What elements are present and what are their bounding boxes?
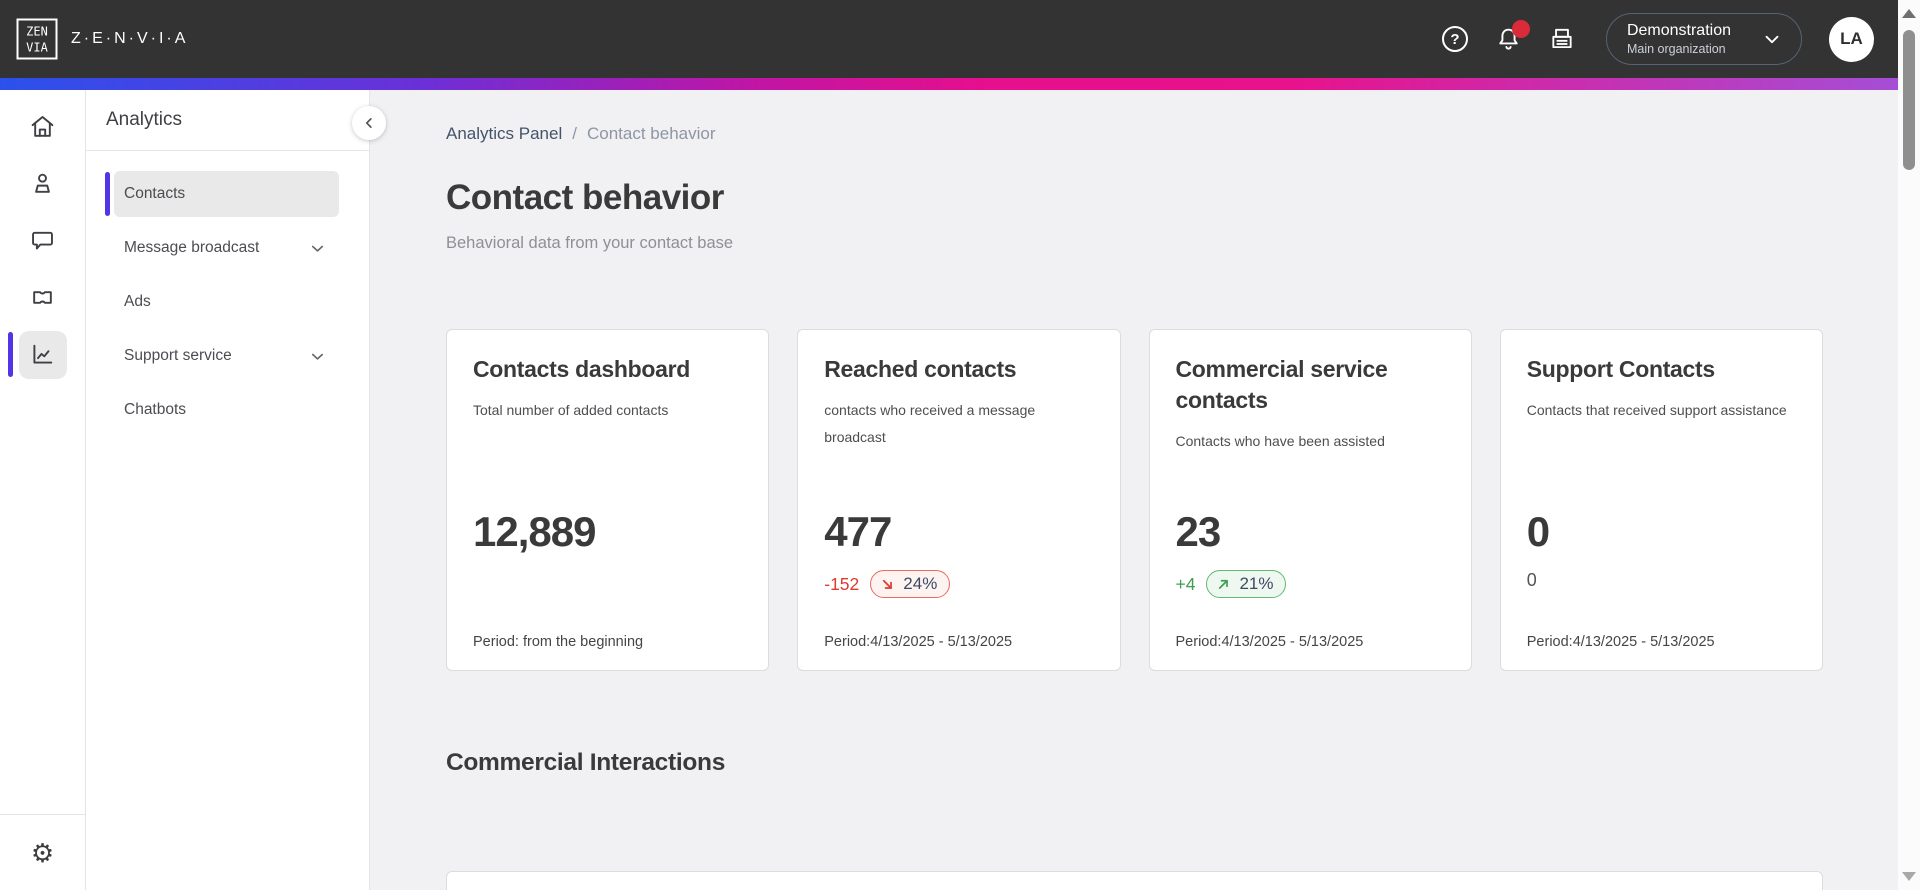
- kpi-cards-row: Contacts dashboard Total number of added…: [446, 329, 1823, 671]
- card-delta-row: -152 24%: [824, 570, 951, 598]
- organization-detail: Main organization: [1626, 41, 1726, 56]
- main-content: Analytics Panel / Contact behavior Conta…: [370, 90, 1898, 890]
- page-subtitle: Behavioral data from your contact base: [446, 234, 734, 252]
- printer-icon: [1549, 26, 1575, 52]
- card-title: Commercial service contacts: [1175, 356, 1388, 414]
- menu-item-label: Chatbots: [124, 401, 187, 418]
- trend-badge-up: 21%: [1206, 570, 1287, 598]
- card-title: Support Contacts: [1526, 356, 1715, 382]
- organization-selector[interactable]: Demonstration Main organization: [1605, 12, 1802, 66]
- card-period: Period:4/13/2025 - 5/13/2025: [824, 634, 1013, 650]
- nav-rail: ⚙: [0, 90, 86, 890]
- card-support-contacts[interactable]: Support Contacts Contacts that received …: [1499, 329, 1823, 671]
- settings-gear-icon[interactable]: ⚙: [30, 837, 55, 868]
- delta-value: -152: [824, 573, 860, 594]
- delta-value: +4: [1175, 573, 1196, 594]
- line-chart-icon: [29, 341, 56, 368]
- page-title: Contact behavior: [446, 178, 724, 217]
- rail-bottom-section: ⚙: [0, 814, 85, 890]
- brand-wordmark: Z·E·N·V·I·A: [71, 30, 189, 47]
- page-scrollbar[interactable]: [1898, 0, 1920, 890]
- rail-item-analytics[interactable]: [0, 326, 86, 383]
- sidebar-item-ads[interactable]: Ads: [114, 279, 339, 325]
- sidebar-title: Analytics: [86, 90, 369, 151]
- card-title: Contacts dashboard: [473, 356, 690, 382]
- menu-item-label: Ads: [124, 293, 151, 310]
- scrollbar-down-arrow[interactable]: [1902, 872, 1916, 881]
- rail-item-home[interactable]: [0, 98, 86, 155]
- trend-up-icon: [1216, 577, 1231, 592]
- chevron-down-icon: [1761, 28, 1783, 50]
- breadcrumb-analytics-panel[interactable]: Analytics Panel: [446, 124, 563, 143]
- menu-item-label: Message broadcast: [124, 239, 260, 256]
- sidebar-item-chatbots[interactable]: Chatbots: [114, 387, 339, 433]
- organization-name: Demonstration: [1626, 21, 1731, 39]
- sidebar-item-message-broadcast[interactable]: Message broadcast: [114, 225, 339, 271]
- chevron-left-icon: [360, 114, 378, 132]
- delta-value: 0: [1526, 570, 1537, 590]
- card-value: 12,889: [473, 508, 596, 555]
- scrollbar-up-arrow[interactable]: [1902, 9, 1916, 18]
- chevron-down-icon: [308, 239, 327, 258]
- breadcrumb: Analytics Panel / Contact behavior: [446, 124, 1823, 144]
- help-icon: ?: [1441, 26, 1468, 52]
- card-period: Period:4/13/2025 - 5/13/2025: [1175, 634, 1364, 650]
- menu-item-label: Support service: [124, 347, 232, 364]
- analytics-sidebar: Analytics Contacts Message broadcast Ads: [86, 90, 386, 890]
- chevron-down-icon: [308, 347, 327, 366]
- breadcrumb-current: Contact behavior: [586, 124, 716, 143]
- trend-badge-down: 24%: [870, 570, 951, 598]
- rail-item-tickets[interactable]: [0, 269, 86, 326]
- ticket-icon: [29, 284, 56, 311]
- card-description: Contacts that received support assistanc…: [1526, 402, 1787, 419]
- card-description: contacts who received a message broadcas…: [824, 402, 1036, 446]
- person-icon: [29, 170, 56, 197]
- card-description: Total number of added contacts: [473, 402, 669, 419]
- zenvia-logo[interactable]: ZEN VIA Z·E·N·V·I·A: [16, 18, 188, 60]
- card-value: 23: [1175, 508, 1222, 555]
- print-button[interactable]: [1549, 26, 1575, 52]
- breadcrumb-separator: /: [572, 124, 577, 143]
- svg-text:VIA: VIA: [26, 41, 48, 55]
- sidebar-collapse-button[interactable]: [352, 106, 386, 140]
- card-commercial-service-contacts[interactable]: Commercial service contacts Contacts who…: [1148, 329, 1472, 671]
- trend-down-icon: [880, 577, 895, 592]
- notification-badge-dot: [1511, 19, 1530, 38]
- menu-item-label: Contacts: [124, 185, 186, 202]
- card-reached-contacts[interactable]: Reached contacts contacts who received a…: [797, 329, 1121, 671]
- rail-item-contacts[interactable]: [0, 155, 86, 212]
- card-value: 477: [824, 508, 892, 555]
- card-period: Period: from the beginning: [473, 634, 644, 650]
- brand-gradient-bar: [0, 78, 1898, 90]
- card-delta-row: 0: [1527, 570, 1537, 591]
- delta-percent: 24%: [903, 574, 938, 593]
- zenvia-logo-icon: ZEN VIA: [16, 18, 58, 60]
- home-icon: [29, 113, 56, 140]
- sidebar-item-support-service[interactable]: Support service: [114, 333, 339, 379]
- delta-percent: 21%: [1239, 574, 1274, 593]
- section-heading-commercial-interactions: Commercial Interactions: [446, 749, 726, 776]
- rail-item-conversations[interactable]: [0, 212, 86, 269]
- card-period: Period:4/13/2025 - 5/13/2025: [1526, 634, 1715, 650]
- card-description: Contacts who have been assisted: [1175, 433, 1385, 450]
- card-contacts-dashboard[interactable]: Contacts dashboard Total number of added…: [446, 329, 770, 671]
- help-button[interactable]: ?: [1441, 26, 1468, 52]
- top-header: ZEN VIA Z·E·N·V·I·A ?: [0, 0, 1898, 78]
- card-value: 0: [1526, 508, 1550, 555]
- notifications-button[interactable]: [1495, 19, 1530, 53]
- chat-icon: [29, 227, 56, 254]
- card-title: Reached contacts: [824, 356, 1017, 382]
- scrollbar-thumb[interactable]: [1903, 30, 1915, 170]
- user-avatar[interactable]: LA: [1829, 16, 1874, 62]
- svg-text:ZEN: ZEN: [26, 25, 48, 39]
- sidebar-item-contacts[interactable]: Contacts: [105, 171, 339, 217]
- commercial-interactions-card: [446, 871, 1823, 890]
- card-delta-row: +4 21%: [1176, 570, 1287, 598]
